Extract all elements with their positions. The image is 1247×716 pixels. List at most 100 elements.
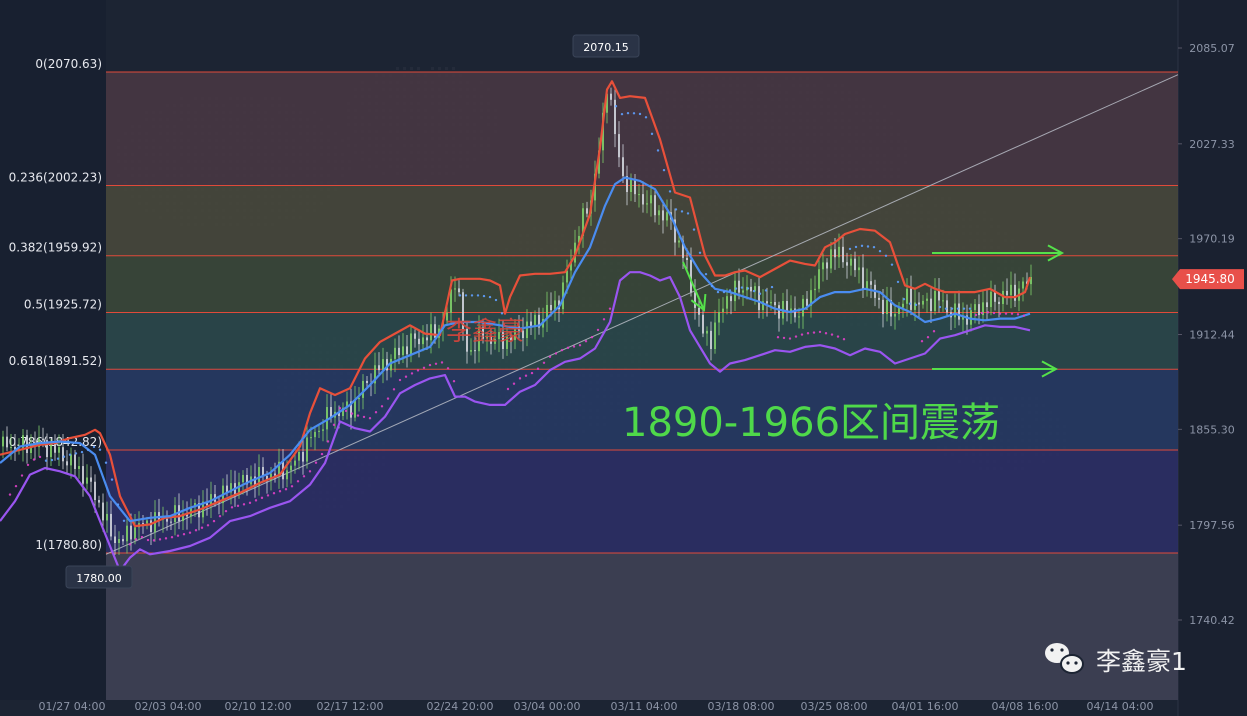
x-tick-label: 01/27 04:00 [39,700,106,713]
sar-dot [176,534,180,537]
candle-body [642,194,644,205]
candle-body [774,302,776,306]
x-tick-label: 02/17 12:00 [317,700,384,713]
sar-dot [542,361,546,364]
candle-body [898,307,900,314]
candle-body [582,208,584,236]
wechat-label: 李鑫豪1 [1096,647,1187,676]
candle-body [546,304,548,319]
candle-body [322,429,324,431]
sar-dot [974,313,978,317]
sar-dot [362,415,366,419]
sar-dot [812,331,816,334]
candle-body [262,467,264,477]
candle-body [510,336,512,341]
candle-body [134,527,136,540]
sar-dot [278,490,282,493]
wechat-icon-eye [1074,661,1078,665]
sar-dot [464,294,468,297]
candle-body [474,350,476,352]
candle-body [806,298,808,306]
sar-dot [614,105,618,108]
sar-dot [794,335,798,338]
candle-body [266,476,268,481]
sar-dot [86,448,90,452]
sar-dot [998,312,1002,315]
sar-dot [620,112,624,116]
candle-body [766,301,768,304]
sar-dot [878,249,882,253]
sar-dot [128,543,132,546]
sar-dot [776,336,780,339]
sar-dot [860,244,864,248]
candle-body [150,520,152,532]
candle-body [550,304,552,311]
candle-body [870,281,872,285]
candle-body [338,411,340,417]
candle-body [786,301,788,311]
sar-dot [110,478,114,481]
sar-dot [350,412,354,415]
candle-body [534,314,536,327]
x-axis: 01/27 04:00 02/03 04:00 02/10 12:00 02/17 1… [39,700,1154,713]
candle-body [750,286,752,292]
upper-band-line [0,80,1032,528]
fib-zone [106,552,1178,700]
candle-body [186,513,188,517]
candle-body [634,179,636,195]
candle-body [842,246,844,263]
sar-dot [782,336,786,340]
sar-dot [608,307,612,310]
candle-body [66,461,68,466]
sar-dot [260,496,264,500]
x-tick-label: 03/18 08:00 [708,700,775,713]
sar-dot [242,503,246,506]
candle-body [894,313,896,317]
candle-body [718,312,720,323]
sar-dot [416,369,420,372]
sar-dot [446,367,450,370]
candle-body [50,443,52,458]
candle-body [170,521,172,523]
sar-dot [962,307,966,310]
callout-label: 1780.00 [76,572,122,585]
fibonacci-zones [106,71,1178,700]
sar-dot [650,132,654,136]
candle-body [486,336,488,339]
candle-body [530,321,532,327]
candle-body [166,518,168,522]
y-tick-label: 2027.33 [1189,138,1235,151]
y-tick-label: 1970.19 [1189,233,1235,246]
candle-body [202,501,204,518]
candle-body [674,219,676,243]
candle-body [494,339,496,344]
sar-dot [488,295,492,299]
drop-arrow [682,261,705,311]
trendline-line [105,74,1179,555]
candle-body [802,298,804,317]
candle-body [30,444,32,454]
range-annotation: 1890-1966区间震荡 [622,400,1000,446]
sar-dot [596,328,600,332]
sar-dot [734,287,738,290]
candle-body [418,338,420,345]
sar-dot [932,330,936,333]
sar-dot [56,457,60,460]
sar-dot [80,450,84,454]
sar-dot [938,305,942,309]
y-tick-label: 1912.44 [1189,329,1235,342]
candle-body [330,407,332,418]
candle-body [558,300,560,310]
sar-dot [344,409,348,413]
sar-dot [266,494,270,497]
candle-body [646,203,648,205]
sar-dot [218,514,222,518]
candle-body [502,332,504,349]
candle-body [618,134,620,158]
sar-dot [20,474,24,477]
sar-dot [746,287,750,290]
candle-body [78,466,80,469]
candle-body [770,302,772,304]
sar-dot [440,361,444,364]
sar-dot [830,333,834,336]
